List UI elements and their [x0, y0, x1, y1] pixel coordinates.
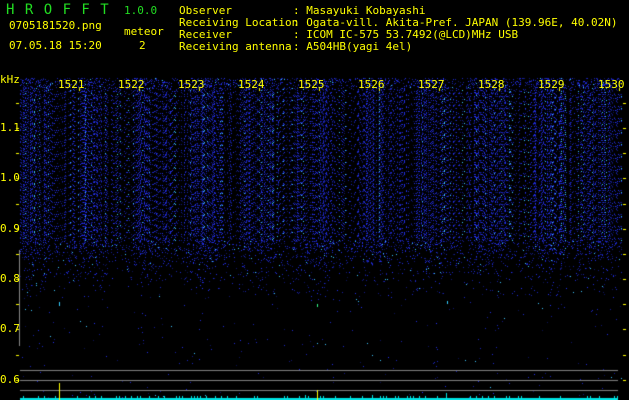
time-tick-label: 1525	[298, 78, 325, 91]
observer-label: Observer	[179, 4, 232, 17]
time-tick-label: 1522	[118, 78, 145, 91]
time-tick-label: 1527	[418, 78, 445, 91]
y-tick-label: 1.0	[0, 171, 20, 185]
receiver-label: Receiver	[179, 28, 232, 41]
time-tick-label: 1526	[358, 78, 385, 91]
time-tick-label: 1524	[238, 78, 265, 91]
location-label: Receiving Location	[179, 16, 299, 29]
antenna-label: Receiving antenna	[179, 40, 292, 53]
y-tick-label: 0.6	[0, 372, 20, 386]
location-value: : Ogata-vill. Akita-Pref. JAPAN (139.96E…	[293, 16, 618, 29]
time-tick-label: 1523	[178, 78, 205, 91]
app-version: 1.0.0	[124, 4, 158, 17]
observer-value: : Masayuki Kobayashi	[293, 4, 426, 17]
time-tick-label: 1521	[58, 78, 85, 91]
app-title: H R O F F T	[6, 2, 110, 18]
time-tick-label: 1528	[478, 78, 505, 91]
meteor-count: 2	[139, 39, 146, 52]
time-tick-label: 1530	[598, 78, 625, 91]
y-unit-label: kHz	[0, 73, 20, 86]
antenna-value: : A504HB(yagi 4el)	[293, 40, 413, 53]
receiver-value: : ICOM IC-575 53.7492(@LCD)MHz USB	[293, 28, 519, 41]
y-tick-label: 0.8	[0, 271, 20, 285]
y-tick-label: 0.7	[0, 322, 20, 336]
y-tick-label: 1.1	[0, 121, 20, 134]
filename: 0705181520.png	[9, 19, 102, 32]
y-tick-label: 0.9	[0, 221, 20, 235]
time-tick-label: 1529	[538, 78, 565, 91]
meteor-label: meteor	[124, 25, 164, 38]
datetime: 07.05.18 15:20	[9, 39, 102, 52]
